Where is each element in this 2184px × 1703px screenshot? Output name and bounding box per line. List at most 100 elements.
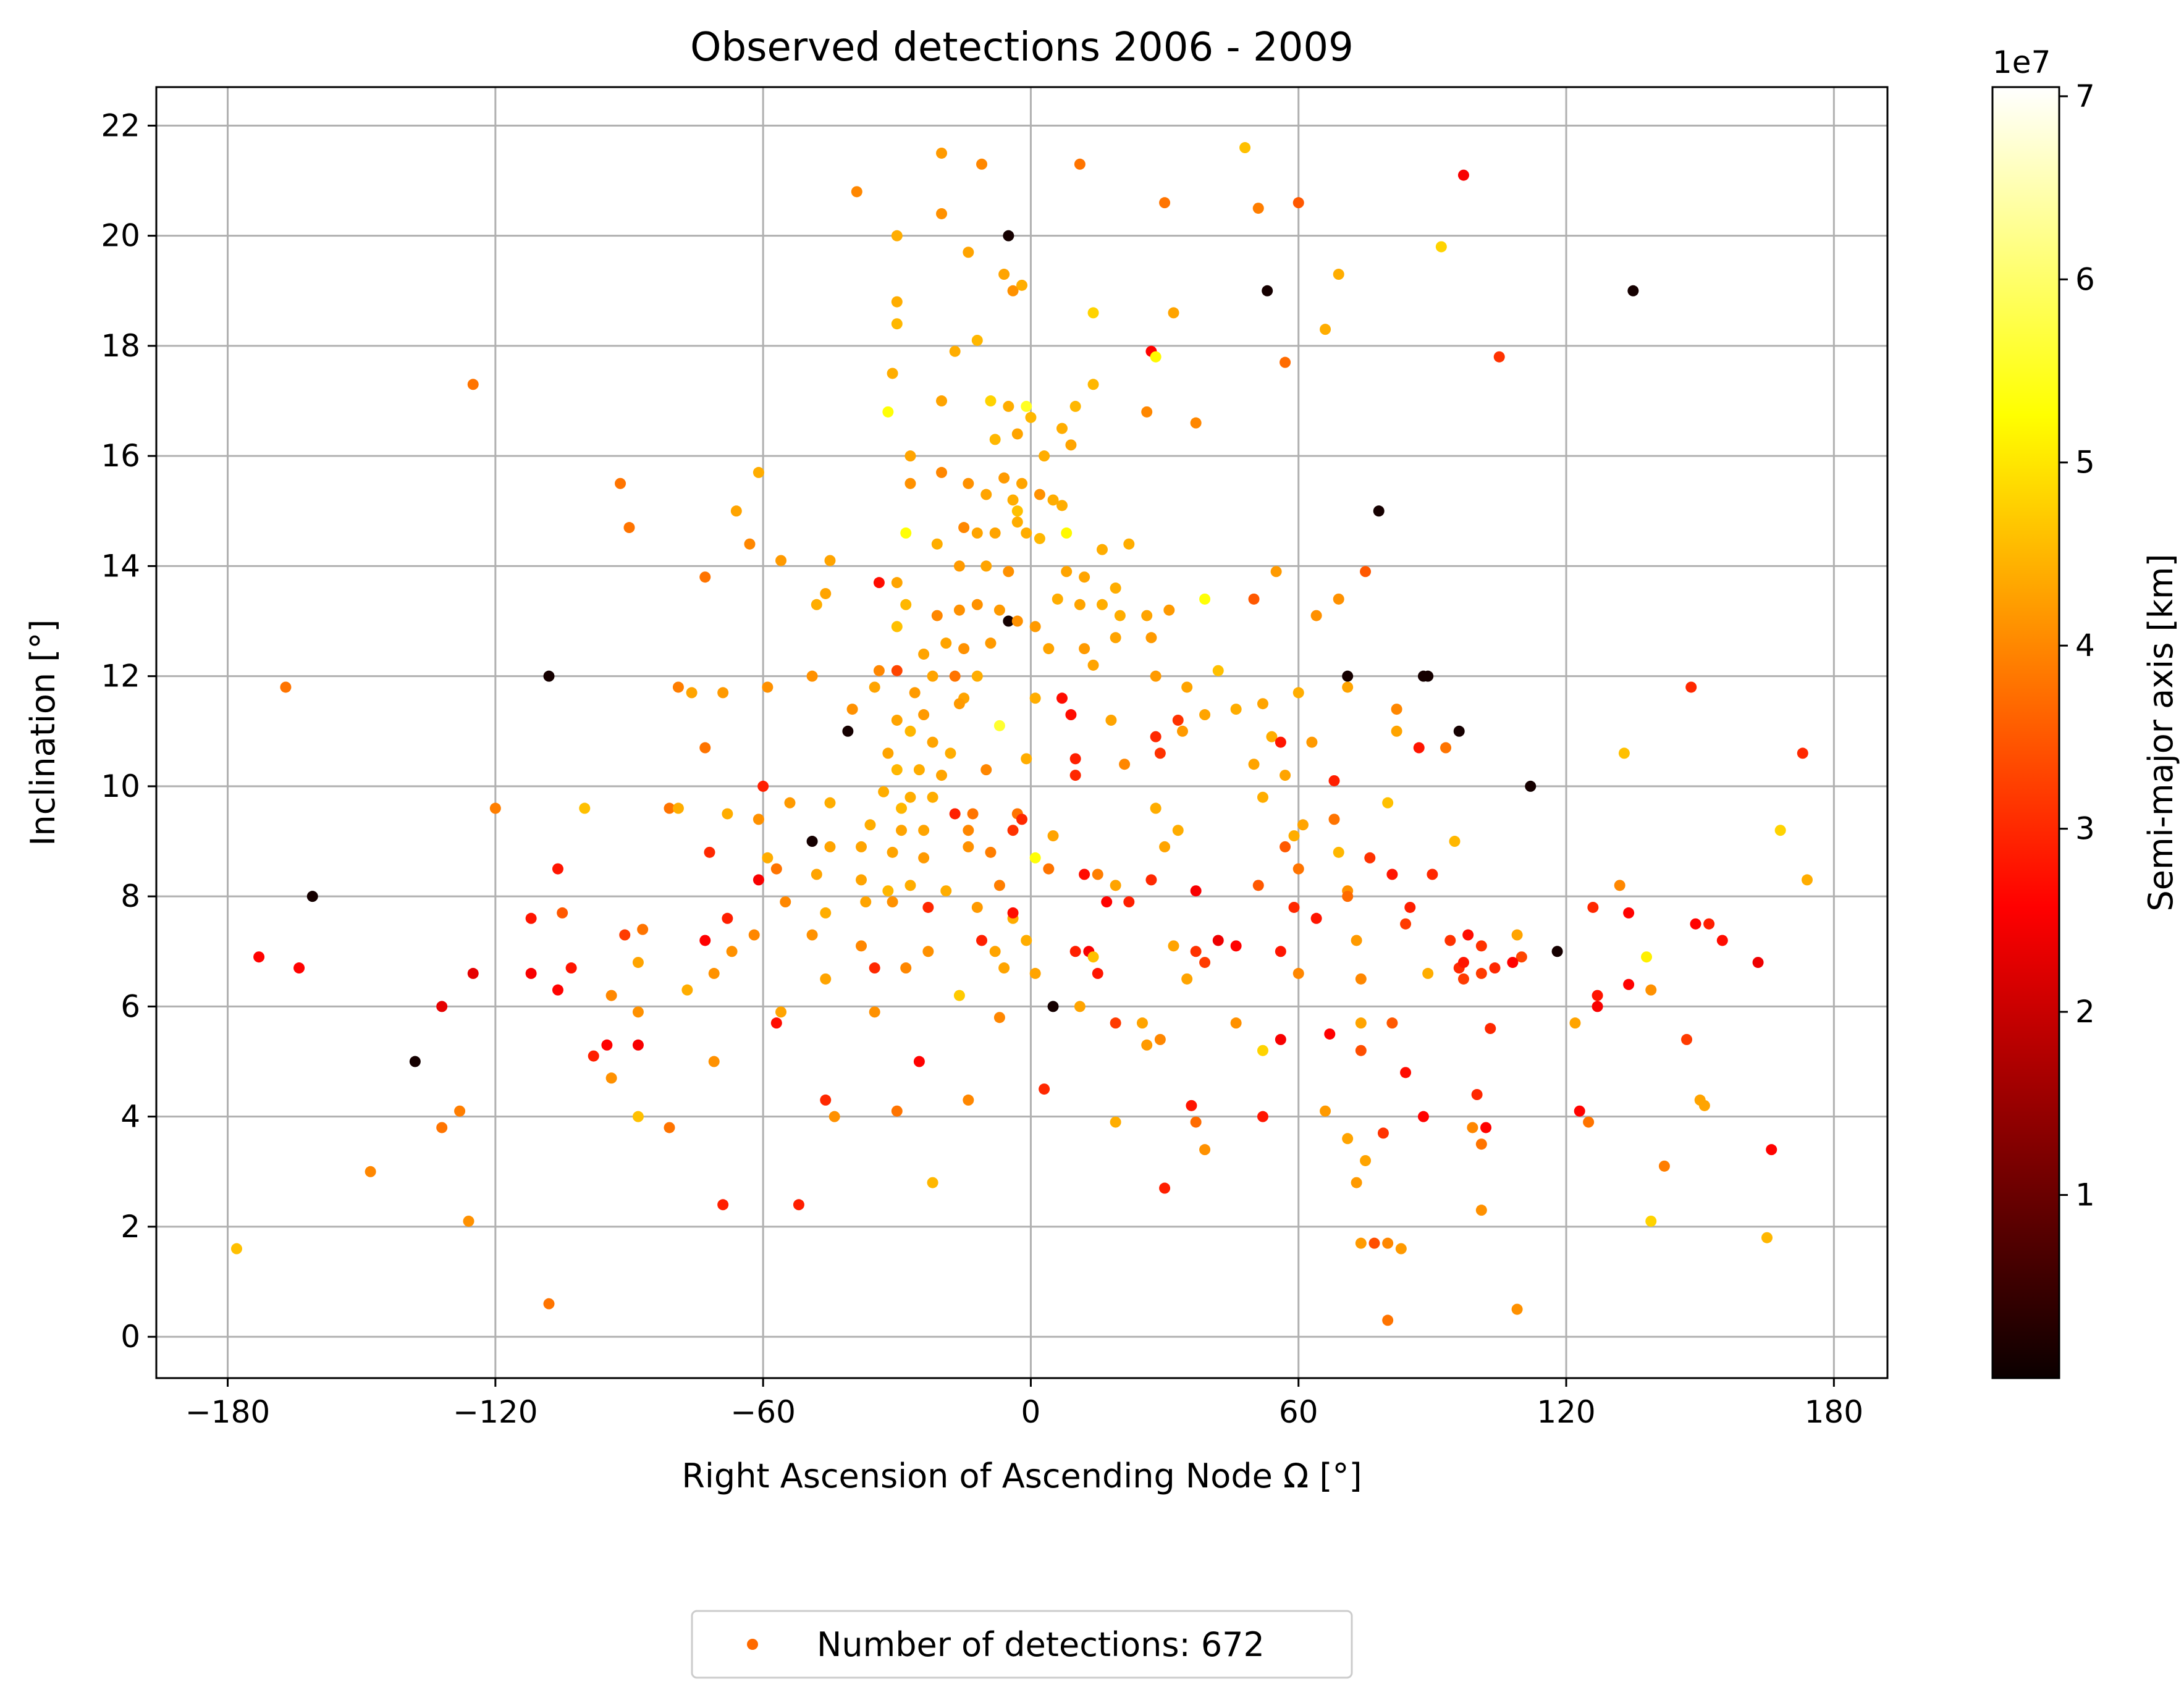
y-tick-label: 4 (120, 1099, 140, 1135)
scatter-point (1368, 1237, 1380, 1249)
scatter-point (1703, 918, 1715, 930)
scatter-point (1034, 532, 1045, 544)
scatter-point (1190, 946, 1202, 957)
scatter-point (1802, 874, 1813, 886)
scatter-point (525, 967, 537, 979)
scatter-point (753, 814, 764, 825)
scatter-point (1003, 566, 1014, 578)
scatter-point (762, 681, 774, 693)
scatter-point (1065, 439, 1077, 451)
scatter-point (936, 466, 948, 478)
scatter-point (1475, 967, 1487, 979)
scatter-point (1444, 935, 1456, 946)
scatter-point (565, 962, 577, 974)
scatter-point (896, 825, 908, 836)
scatter-point (1257, 698, 1268, 710)
scatter-point (543, 670, 555, 682)
scatter-point (904, 477, 916, 489)
x-tick-label: 120 (1537, 1394, 1595, 1430)
scatter-point (1690, 918, 1701, 930)
scatter-point (1404, 901, 1416, 913)
scatter-point (1110, 880, 1121, 891)
scatter-point (1475, 1138, 1487, 1150)
scatter-point (913, 764, 925, 776)
scatter-point (726, 946, 738, 957)
legend-marker (747, 1639, 758, 1650)
scatter-point (1039, 450, 1050, 462)
scatter-point (699, 571, 711, 583)
scatter-point (1123, 538, 1135, 550)
scatter-point (775, 555, 787, 566)
scatter-point (1079, 868, 1090, 880)
scatter-point (887, 896, 898, 908)
scatter-point (1145, 632, 1157, 644)
scatter-point (860, 896, 872, 908)
scatter-point (811, 599, 822, 610)
scatter-point (1386, 868, 1398, 880)
scatter-point (1021, 753, 1032, 765)
scatter-point (900, 599, 912, 610)
legend-box (691, 1610, 1353, 1679)
scatter-point (1087, 307, 1099, 319)
scatter-point (1618, 747, 1630, 759)
scatter-point (1105, 714, 1117, 726)
scatter-point (637, 923, 649, 935)
scatter-point (1011, 615, 1023, 627)
y-tick-label: 2 (120, 1209, 140, 1245)
scatter-point (1569, 1017, 1581, 1029)
scatter-point (1292, 687, 1304, 699)
scatter-point (1110, 1116, 1121, 1128)
scatter-point (918, 648, 930, 660)
scatter-point (980, 560, 992, 572)
scatter-point (762, 852, 774, 864)
scatter-point (1043, 643, 1055, 655)
scatter-point (489, 802, 501, 814)
legend: Number of detections: 672 (691, 1610, 1353, 1679)
scatter-point (993, 1012, 1005, 1024)
scatter-point (989, 434, 1001, 445)
scatter-point (1583, 1116, 1595, 1128)
scatter-point (900, 527, 912, 539)
scatter-point (717, 687, 729, 699)
scatter-point (1199, 1144, 1211, 1156)
scatter-point (1150, 670, 1162, 682)
scatter-point (1239, 142, 1251, 154)
scatter-point (1377, 1127, 1389, 1139)
scatter-point (980, 764, 992, 776)
scatter-point (913, 1056, 925, 1067)
scatter-point (1003, 230, 1014, 242)
scatter-point (525, 912, 537, 924)
scatter-point (1761, 1232, 1773, 1243)
scatter-point (1092, 967, 1103, 979)
scatter-point (985, 395, 997, 407)
scatter-point (1391, 704, 1402, 715)
scatter-point (1457, 957, 1469, 969)
y-tick-label: 14 (101, 548, 140, 584)
scatter-point (1159, 841, 1171, 852)
scatter-point (744, 538, 756, 550)
scatter-point (1310, 912, 1322, 924)
scatter-point (922, 946, 934, 957)
scatter-point (1333, 593, 1344, 605)
scatter-point (1181, 681, 1193, 693)
scatter-point (1391, 725, 1402, 737)
scatter-point (775, 1006, 787, 1018)
scatter-point (1021, 527, 1032, 539)
scatter-point (672, 681, 684, 693)
scatter-point (1136, 1017, 1148, 1029)
scatter-point (927, 670, 938, 682)
scatter-point (1141, 406, 1153, 418)
scatter-point (1288, 830, 1300, 842)
scatter-point (820, 587, 832, 599)
scatter-point (1507, 957, 1519, 969)
scatter-point (869, 962, 880, 974)
scatter-point (1457, 169, 1469, 181)
colorbar-tick-label: 7 (2075, 78, 2095, 114)
scatter-point (1176, 725, 1188, 737)
scatter-point (918, 852, 930, 864)
y-axis-label: Inclination [°] (23, 620, 62, 846)
scatter-point (1382, 797, 1394, 809)
scatter-point (467, 379, 479, 390)
scatter-point (1355, 1237, 1367, 1249)
